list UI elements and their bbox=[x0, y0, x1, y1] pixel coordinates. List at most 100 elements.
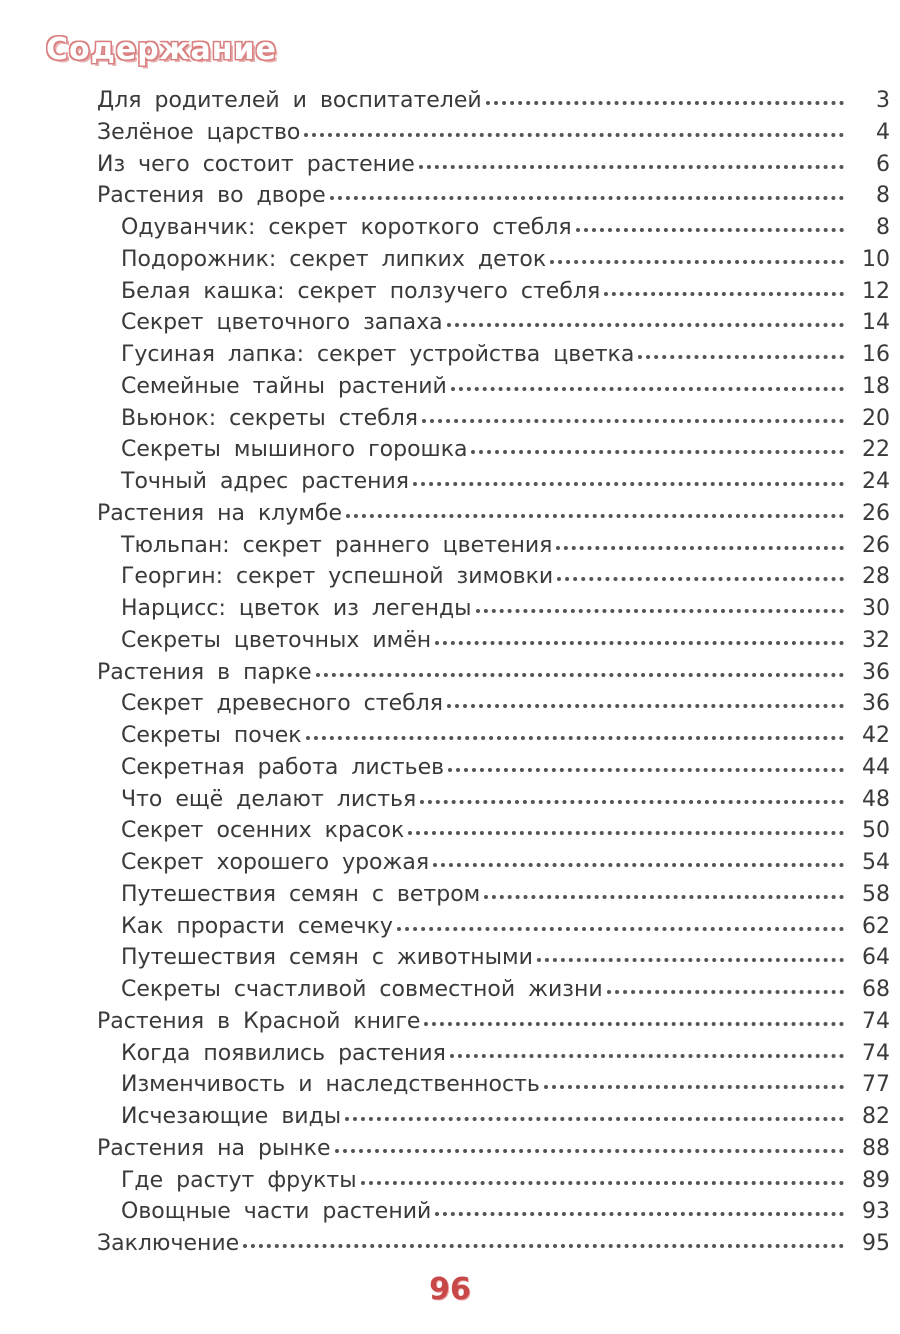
toc-entry-page: 16 bbox=[862, 342, 890, 367]
toc-entry-label: Что ещё делают листья bbox=[121, 786, 417, 812]
toc-entry[interactable]: Секрет древесного стебля 36 bbox=[97, 691, 890, 723]
toc-entry-page: 54 bbox=[862, 850, 890, 875]
toc-entry[interactable]: Растения в Красной книге 74 bbox=[97, 1009, 890, 1041]
dot-leader bbox=[550, 259, 844, 264]
toc-entry[interactable]: Секретная работа листьев 44 bbox=[97, 755, 890, 787]
toc-entry[interactable]: Гусиная лапка: секрет устройства цветка 1… bbox=[97, 342, 890, 374]
toc-entry[interactable]: Точный адрес растения 24 bbox=[97, 469, 890, 501]
toc-entry[interactable]: Тюльпан: секрет раннего цветения 26 bbox=[97, 533, 890, 565]
dot-leader bbox=[413, 482, 844, 486]
toc-entry[interactable]: Путешествия семян с животными 64 bbox=[97, 945, 890, 977]
toc-entry-label: Путешествия семян с животными bbox=[121, 945, 533, 971]
dot-leader bbox=[315, 672, 844, 677]
toc-entry[interactable]: Растения на рынке 88 bbox=[97, 1136, 890, 1168]
toc-entry[interactable]: Что ещё делают листья 48 bbox=[97, 787, 890, 819]
dot-leader bbox=[420, 799, 844, 804]
toc-entry[interactable]: Секреты почек 42 bbox=[97, 723, 890, 755]
toc-entry-label: Тюльпан: секрет раннего цветения bbox=[121, 532, 553, 558]
toc-entry[interactable]: Для родителей и воспитателей 3 bbox=[97, 88, 890, 120]
toc-entry-label: Растения во дворе bbox=[97, 183, 326, 209]
toc-entry-label: Когда появились растения bbox=[121, 1040, 446, 1066]
toc-entry-page: 50 bbox=[862, 818, 890, 844]
toc-entry-page: 62 bbox=[862, 913, 890, 939]
dot-leader bbox=[345, 1117, 844, 1121]
toc-entry-label: Георгин: секрет успешной зимовки bbox=[121, 564, 554, 590]
dot-leader bbox=[243, 1244, 844, 1248]
toc-entry[interactable]: Георгин: секрет успешной зимовки 28 bbox=[97, 564, 890, 596]
dot-leader bbox=[346, 513, 844, 518]
toc-entry[interactable]: Когда появились растения 74 bbox=[97, 1041, 890, 1073]
toc-entry-page: 28 bbox=[862, 564, 890, 590]
toc-entry[interactable]: Растения в парке 36 bbox=[97, 660, 890, 692]
dot-leader bbox=[557, 577, 844, 582]
toc-entry-page: 68 bbox=[862, 977, 890, 1002]
dot-leader bbox=[484, 894, 844, 899]
toc-entry-label: Путешествия семян с ветром bbox=[121, 881, 481, 907]
toc-entry-page: 89 bbox=[862, 1167, 890, 1193]
dot-leader bbox=[575, 228, 844, 232]
toc-entry-label: Растения на клумбе bbox=[97, 500, 343, 526]
toc-entry-label: Исчезающие виды bbox=[121, 1104, 342, 1129]
toc-entry[interactable]: Секрет осенних красок 50 bbox=[97, 818, 890, 850]
dot-leader bbox=[606, 990, 844, 994]
toc-entry[interactable]: Белая кашка: секрет ползучего стебля 12 bbox=[97, 279, 890, 311]
toc-entry-label: Точный адрес растения bbox=[121, 469, 410, 494]
toc-entry-page: 74 bbox=[862, 1008, 890, 1034]
toc-entry[interactable]: Овощные части растений 93 bbox=[97, 1199, 890, 1231]
toc-entry[interactable]: Заключение 95 bbox=[97, 1231, 890, 1263]
toc-entry[interactable]: Зелёное царство 4 bbox=[97, 120, 890, 152]
toc-entry[interactable]: Секреты счастливой совместной жизни 68 bbox=[97, 977, 890, 1009]
toc-entry[interactable]: Где растут фрукты 89 bbox=[97, 1168, 890, 1200]
toc-entry-label: Овощные части растений bbox=[121, 1199, 432, 1225]
toc-entry-page: 42 bbox=[862, 723, 890, 748]
toc-entry-label: Из чего состоит растение bbox=[97, 151, 415, 177]
toc-entry[interactable]: Как прорасти семечку 62 bbox=[97, 914, 890, 946]
dot-leader bbox=[543, 1085, 844, 1090]
dot-leader bbox=[435, 640, 844, 645]
toc-entry[interactable]: Растения во дворе 8 bbox=[97, 183, 890, 215]
toc-entry[interactable]: Путешествия семян с ветром 58 bbox=[97, 882, 890, 914]
toc-entry-label: Растения в парке bbox=[97, 659, 312, 685]
toc-entry[interactable]: Растения на клумбе 26 bbox=[97, 501, 890, 533]
toc-entry-page: 10 bbox=[862, 246, 890, 272]
toc-entry[interactable]: Из чего состоит растение 6 bbox=[97, 152, 890, 184]
toc-entry[interactable]: Нарцисс: цветок из легенды 30 bbox=[97, 596, 890, 628]
toc-entry[interactable]: Одуванчик: секрет короткого стебля 8 bbox=[97, 215, 890, 247]
dot-leader bbox=[408, 831, 844, 836]
toc-entry[interactable]: Подорожник: секрет липких деток 10 bbox=[97, 247, 890, 279]
toc-entry[interactable]: Секреты цветочных имён 32 bbox=[97, 628, 890, 660]
toc-entry-page: 14 bbox=[862, 310, 890, 336]
toc-entry[interactable]: Секрет цветочного запаха 14 bbox=[97, 310, 890, 342]
toc-entry-label: Секреты почек bbox=[121, 723, 302, 748]
toc-entry-label: Секреты мышиного горошка bbox=[121, 437, 468, 463]
dot-leader bbox=[475, 609, 844, 613]
toc-entry-page: 20 bbox=[862, 405, 890, 431]
toc-entry-label: Заключение bbox=[97, 1231, 240, 1256]
toc-entry[interactable]: Изменчивость и наследственность 77 bbox=[97, 1072, 890, 1104]
toc-entry-label: Вьюнок: секреты стебля bbox=[121, 405, 419, 431]
dot-leader bbox=[556, 545, 844, 550]
toc-entry-page: 6 bbox=[876, 151, 890, 177]
table-of-contents: Для родителей и воспитателей 3 Зелёное цар… bbox=[97, 88, 890, 1263]
toc-entry[interactable]: Секрет хорошего урожая 54 bbox=[97, 850, 890, 882]
toc-entry[interactable]: Исчезающие виды 82 bbox=[97, 1104, 890, 1136]
toc-entry[interactable]: Секреты мышиного горошка 22 bbox=[97, 437, 890, 469]
dot-leader bbox=[433, 863, 844, 867]
dot-leader bbox=[334, 1148, 844, 1153]
toc-entry-page: 24 bbox=[862, 469, 890, 494]
toc-entry-page: 8 bbox=[876, 215, 890, 240]
page-title: Содержание bbox=[46, 32, 277, 67]
dot-leader bbox=[446, 323, 844, 328]
dot-leader bbox=[304, 132, 844, 137]
toc-entry-label: Изменчивость и наследственность bbox=[121, 1072, 540, 1098]
toc-entry-page: 58 bbox=[862, 881, 890, 907]
dot-leader bbox=[449, 1053, 844, 1058]
toc-entry-label: Растения в Красной книге bbox=[97, 1008, 421, 1034]
toc-entry[interactable]: Семейные тайны растений 18 bbox=[97, 374, 890, 406]
toc-entry-page: 74 bbox=[862, 1040, 890, 1066]
toc-entry-label: Как прорасти семечку bbox=[121, 913, 393, 939]
toc-entry-label: Для родителей и воспитателей bbox=[97, 88, 482, 113]
page-number: 96 bbox=[429, 1272, 471, 1307]
toc-entry-label: Подорожник: секрет липких деток bbox=[121, 246, 547, 272]
toc-entry[interactable]: Вьюнок: секреты стебля 20 bbox=[97, 406, 890, 438]
